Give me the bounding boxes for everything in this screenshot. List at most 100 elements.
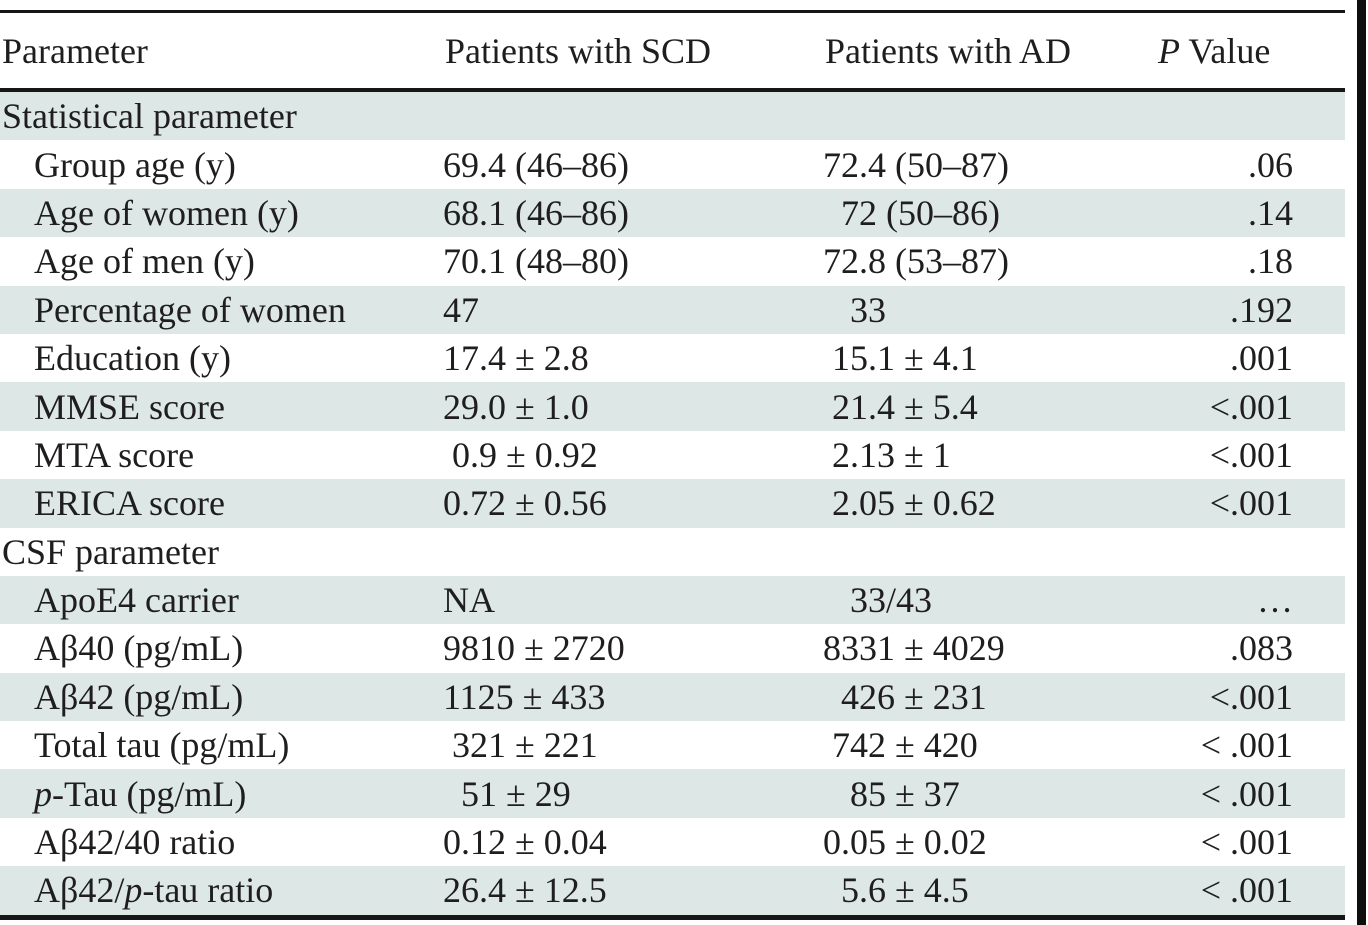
parameter-cell: Aβ42 (pg/mL) — [0, 676, 443, 718]
ad-value-cell: 85 ± 37 — [823, 773, 960, 814]
parameter-label: Aβ42 (pg/mL) — [34, 676, 244, 717]
ad-value-cell: 72 (50–86) — [823, 192, 1000, 233]
table-row: ERICA score 0.72 ± 0.56 2.05 ± 0.62 <.00… — [0, 479, 1345, 528]
parameter-cell: MTA score — [0, 434, 443, 476]
table-header-rule — [0, 88, 1345, 92]
ad-value-cell: 2.05 ± 0.62 — [823, 483, 996, 524]
ad-value-cell: 72.4 (50–87) — [823, 144, 1009, 185]
p-value-cell: < .001 — [1200, 870, 1293, 911]
parameter-cell: Statistical parameter — [0, 95, 443, 137]
table-row: p-Tau (pg/mL) 51 ± 29 85 ± 37 < .001 — [0, 769, 1345, 818]
scd-value-cell: 26.4 ± 12.5 — [443, 870, 607, 911]
table-header-row: Parameter Patients with SCD Patients wit… — [0, 13, 1345, 88]
p-value-cell: .001 — [1230, 338, 1293, 379]
p-value-cell: .06 — [1248, 144, 1293, 185]
parameter-cell: ApoE4 carrier — [0, 579, 443, 621]
ad-value-cell: 0.05 ± 0.02 — [823, 822, 987, 863]
p-value-cell: <.001 — [1209, 483, 1293, 524]
table-row: Aβ40 (pg/mL) 9810 ± 2720 8331 ± 4029 .08… — [0, 624, 1345, 672]
parameter-label: Age of women (y) — [34, 192, 299, 233]
parameter-label: Aβ40 (pg/mL) — [34, 628, 244, 669]
parameter-label: Group age (y) — [34, 144, 236, 185]
table-row: Education (y) 17.4 ± 2.8 15.1 ± 4.1 .001 — [0, 334, 1345, 382]
scd-value-cell: 29.0 ± 1.0 — [443, 386, 589, 427]
p-value-cell: <.001 — [1209, 386, 1293, 427]
scd-value-cell: 0.9 ± 0.92 — [443, 434, 598, 475]
table-bottom-rule — [0, 914, 1345, 920]
parameter-cell: MMSE score — [0, 386, 443, 428]
table-row: Percentage of women 47 33 .192 — [0, 285, 1345, 334]
table-row: Total tau (pg/mL) 321 ± 221 742 ± 420 < … — [0, 721, 1345, 769]
section-header-row: Statistical parameter — [0, 92, 1345, 141]
table-row: Group age (y) 69.4 (46–86) 72.4 (50–87) … — [0, 140, 1345, 188]
scd-value-cell: 17.4 ± 2.8 — [443, 338, 589, 379]
table-top-rule — [0, 10, 1345, 13]
table-row: MMSE score 29.0 ± 1.0 21.4 ± 5.4 <.001 — [0, 382, 1345, 431]
scd-value-cell: NA — [443, 580, 495, 621]
p-value-cell: < .001 — [1200, 822, 1293, 863]
ad-value-cell: 426 ± 231 — [823, 676, 987, 717]
page-divider-line — [1357, 0, 1366, 925]
ad-value-cell: 5.6 ± 4.5 — [823, 870, 969, 911]
parameter-cell: Group age (y) — [0, 144, 443, 186]
column-header-patients-scd: Patients with SCD — [445, 30, 712, 71]
p-value-cell: <.001 — [1209, 676, 1293, 717]
parameter-label: CSF parameter — [2, 531, 219, 572]
ad-value-cell: 72.8 (53–87) — [823, 241, 1009, 282]
table-row: Age of men (y) 70.1 (48–80) 72.8 (53–87)… — [0, 237, 1345, 285]
scd-value-cell: 1125 ± 433 — [443, 676, 606, 717]
patient-comparison-table: Parameter Patients with SCD Patients wit… — [0, 10, 1345, 920]
parameter-cell: Aβ40 (pg/mL) — [0, 627, 443, 669]
parameter-cell: CSF parameter — [0, 531, 443, 573]
section-header-row: CSF parameter — [0, 528, 1345, 576]
parameter-label: Aβ42/40 ratio — [34, 822, 236, 863]
parameter-cell: Age of men (y) — [0, 240, 443, 282]
parameter-label: MMSE score — [34, 386, 225, 427]
p-value-cell: <.001 — [1209, 434, 1293, 475]
ad-value-cell: 21.4 ± 5.4 — [823, 386, 978, 427]
table-row: Aβ42 (pg/mL) 1125 ± 433 426 ± 231 <.001 — [0, 672, 1345, 722]
parameter-cell: Total tau (pg/mL) — [0, 724, 443, 766]
p-value-cell: .192 — [1230, 289, 1293, 330]
ad-value-cell: 15.1 ± 4.1 — [823, 338, 978, 379]
p-value-cell: .14 — [1248, 192, 1293, 233]
scd-value-cell: 68.1 (46–86) — [443, 192, 629, 233]
parameter-label: Age of men (y) — [34, 241, 255, 282]
parameter-cell: Aβ42/p-tau ratio — [0, 869, 443, 911]
p-value-cell: < .001 — [1200, 725, 1293, 766]
ad-value-cell: 33/43 — [823, 580, 933, 621]
parameter-label: Statistical parameter — [2, 96, 297, 137]
p-value-cell: .083 — [1230, 628, 1293, 669]
p-value-cell: < .001 — [1200, 773, 1293, 814]
parameter-cell: p-Tau (pg/mL) — [0, 773, 443, 815]
table-row: MTA score 0.9 ± 0.92 2.13 ± 1 <.001 — [0, 431, 1345, 479]
scd-value-cell: 69.4 (46–86) — [443, 144, 629, 185]
parameter-label: Aβ42/p-tau ratio — [34, 870, 274, 911]
column-header-patients-ad: Patients with AD — [825, 30, 1072, 71]
parameter-label: ApoE4 carrier — [34, 580, 239, 621]
parameter-label: p-Tau (pg/mL) — [34, 773, 247, 814]
parameter-cell: Age of women (y) — [0, 192, 443, 234]
parameter-label: Percentage of women — [34, 289, 346, 330]
table-body: Statistical parameter Group age (y) 69.4… — [0, 92, 1345, 915]
parameter-label: MTA score — [34, 434, 195, 475]
ad-value-cell: 2.13 ± 1 — [823, 434, 951, 475]
scd-value-cell: 0.72 ± 0.56 — [443, 483, 607, 524]
column-header-parameter: Parameter — [2, 30, 148, 71]
parameter-cell: Percentage of women — [0, 289, 443, 331]
table-row: Age of women (y) 68.1 (46–86) 72 (50–86)… — [0, 188, 1345, 238]
ad-value-cell: 33 — [823, 289, 886, 330]
scd-value-cell: 47 — [443, 289, 479, 330]
scd-value-cell: 70.1 (48–80) — [443, 241, 629, 282]
scd-value-cell: 0.12 ± 0.04 — [443, 822, 607, 863]
parameter-label: Education (y) — [34, 338, 231, 379]
parameter-label: Total tau (pg/mL) — [34, 725, 290, 766]
parameter-cell: ERICA score — [0, 482, 443, 524]
table-row: Aβ42/p-tau ratio 26.4 ± 12.5 5.6 ± 4.5 <… — [0, 866, 1345, 915]
parameter-cell: Aβ42/40 ratio — [0, 821, 443, 863]
parameter-label: ERICA score — [34, 483, 225, 524]
p-value-cell: … — [1257, 580, 1293, 621]
ad-value-cell: 8331 ± 4029 — [823, 628, 1005, 669]
parameter-cell: Education (y) — [0, 337, 443, 379]
